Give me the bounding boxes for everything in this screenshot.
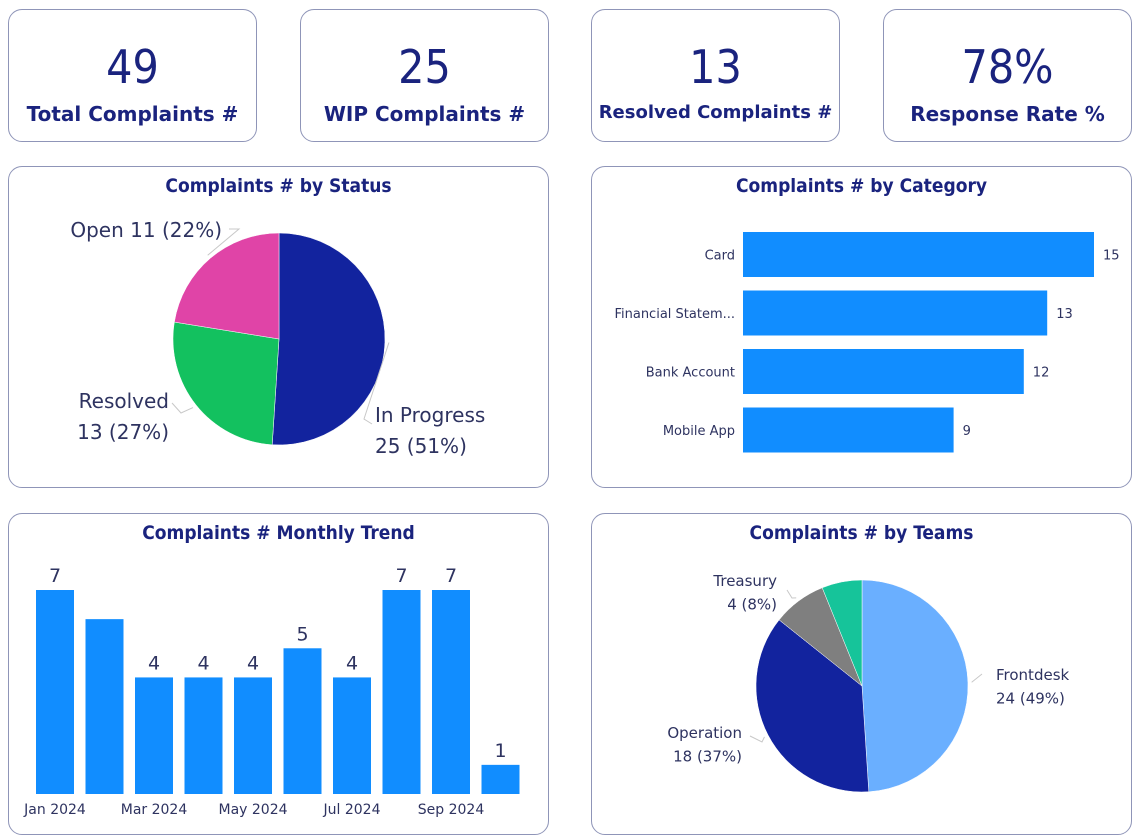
teams-value-label-frontdesk: 24 (49%) (996, 689, 1065, 707)
teams-leader-frontdesk (971, 673, 983, 683)
status-value-label-resolved: 13 (27%) (77, 420, 169, 444)
trend-bar-sep-2024[interactable] (432, 590, 470, 794)
trend-tick-label-sep-2024: Sep 2024 (418, 802, 485, 818)
status-value-label-in-progress: 25 (51%) (375, 434, 467, 458)
category-bar-financial-statem[interactable] (743, 290, 1048, 336)
category-data-label-card: 15 (1103, 249, 1120, 264)
teams-slice-frontdesk[interactable] (861, 579, 969, 793)
trend-tick-label-mar-2024: Mar 2024 (121, 802, 188, 818)
category-tick-label-mobile-app: Mobile App (663, 424, 735, 439)
trend-data-label-oct-2024: 1 (494, 740, 506, 762)
teams-label-treasury: Treasury (712, 572, 777, 590)
trend-chart-panel[interactable]: Complaints # Monthly Trend 7 Jan 2024 4 Mar… (8, 513, 549, 835)
category-data-label-mobile-app: 9 (963, 424, 971, 439)
trend-bar-oct-2024[interactable] (481, 764, 520, 794)
kpi-card-total[interactable]: 49 Total Complaints # (8, 9, 257, 142)
trend-bar-apr-2024[interactable] (184, 677, 223, 794)
kpi-total-label: Total Complaints # (26, 102, 239, 126)
teams-label-operation: Operation (667, 724, 742, 742)
trend-data-label-jun-2024: 5 (296, 623, 308, 645)
kpi-resolved-label: Resolved Complaints # (598, 102, 833, 123)
teams-chart-panel[interactable]: Complaints # by Teams Frontdesk 24 (49%) O… (591, 513, 1132, 835)
category-chart-title: Complaints # by Category (735, 175, 988, 197)
trend-data-label-may-2024: 4 (247, 652, 259, 674)
category-data-label-bank-account: 12 (1033, 366, 1050, 381)
kpi-card-resolved[interactable]: 13 Resolved Complaints # (591, 9, 840, 142)
status-slice-in-progress[interactable] (271, 232, 386, 446)
category-data-label-financial-statem: 13 (1056, 307, 1073, 322)
trend-bar-aug-2024[interactable] (382, 590, 421, 794)
trend-bar-jun-2024[interactable] (283, 648, 322, 794)
trend-bar-jan-2024[interactable] (36, 590, 74, 794)
trend-tick-label-jul-2024: Jul 2024 (323, 802, 381, 818)
category-tick-label-card: Card (705, 249, 735, 264)
trend-data-label-aug-2024: 7 (395, 565, 407, 587)
status-chart-panel[interactable]: Complaints # by Status In Progress 25 (51… (8, 166, 549, 488)
category-bar-bank-account[interactable] (743, 349, 1024, 394)
teams-leader-operation (749, 735, 765, 743)
status-chart-title: Complaints # by Status (165, 175, 392, 197)
trend-data-label-jan-2024: 7 (49, 565, 61, 587)
category-chart-panel[interactable]: Complaints # by Category Card 15 Financial… (591, 166, 1132, 488)
trend-data-label-sep-2024: 7 (445, 565, 457, 587)
category-tick-label-bank-account: Bank Account (646, 366, 735, 381)
teams-value-label-treasury: 4 (8%) (727, 595, 777, 613)
status-leader-open (207, 228, 241, 256)
category-bar-card[interactable] (743, 232, 1094, 277)
kpi-card-response-rate[interactable]: 78% Response Rate % (883, 9, 1132, 142)
trend-bar-feb-2024[interactable] (85, 619, 124, 794)
teams-leader-treasury (786, 589, 797, 599)
category-tick-label-financial-statem: Financial Statem... (614, 307, 735, 322)
kpi-total-value: 49 (106, 40, 159, 94)
status-label-resolved: Resolved (79, 389, 169, 413)
category-bar-mobile-app[interactable] (743, 407, 954, 453)
trend-data-label-mar-2024: 4 (148, 652, 160, 674)
trend-data-label-apr-2024: 4 (197, 652, 209, 674)
teams-pie-chart: Frontdesk 24 (49%) Operation 18 (37%) Treasu… (667, 572, 1070, 793)
trend-tick-label-jan-2024: Jan 2024 (23, 802, 86, 818)
trend-data-label-jul-2024: 4 (346, 652, 358, 674)
teams-label-frontdesk: Frontdesk (996, 666, 1070, 684)
kpi-card-wip[interactable]: 25 WIP Complaints # (300, 9, 549, 142)
teams-value-label-operation: 18 (37%) (673, 747, 742, 765)
kpi-wip-label: WIP Complaints # (323, 102, 526, 126)
kpi-wip-value: 25 (398, 40, 451, 94)
status-slice-open[interactable] (174, 232, 280, 340)
kpi-response-rate-value: 78% (961, 40, 1054, 94)
teams-slice-operation[interactable] (755, 619, 870, 793)
status-label-open: Open 11 (22%) (70, 218, 222, 242)
trend-tick-label-may-2024: May 2024 (218, 802, 287, 818)
teams-slice-other[interactable] (821, 579, 863, 687)
trend-bar-mar-2024[interactable] (135, 677, 173, 794)
teams-chart-title: Complaints # by Teams (749, 522, 974, 544)
kpi-response-rate-label: Response Rate % (910, 102, 1105, 126)
trend-bar-jul-2024[interactable] (333, 677, 371, 794)
status-slice-resolved[interactable] (172, 321, 280, 446)
trend-bar-may-2024[interactable] (234, 677, 272, 794)
status-leader-resolved (171, 402, 194, 414)
category-bar-chart: Card 15 Financial Statem... 13 Bank Account 1… (614, 232, 1120, 453)
trend-chart-title: Complaints # Monthly Trend (142, 522, 415, 544)
monthly-trend-bar-chart: 7 Jan 2024 4 Mar 2024 4 4 May 2024 5 4 Jul 2024 7 7… (23, 565, 520, 818)
kpi-resolved-value: 13 (689, 40, 742, 94)
status-label-in-progress: In Progress (375, 403, 485, 427)
status-pie-chart: In Progress 25 (51%) Resolved 13 (27%) Open … (70, 218, 485, 458)
status-leader-in-progress (363, 342, 390, 425)
